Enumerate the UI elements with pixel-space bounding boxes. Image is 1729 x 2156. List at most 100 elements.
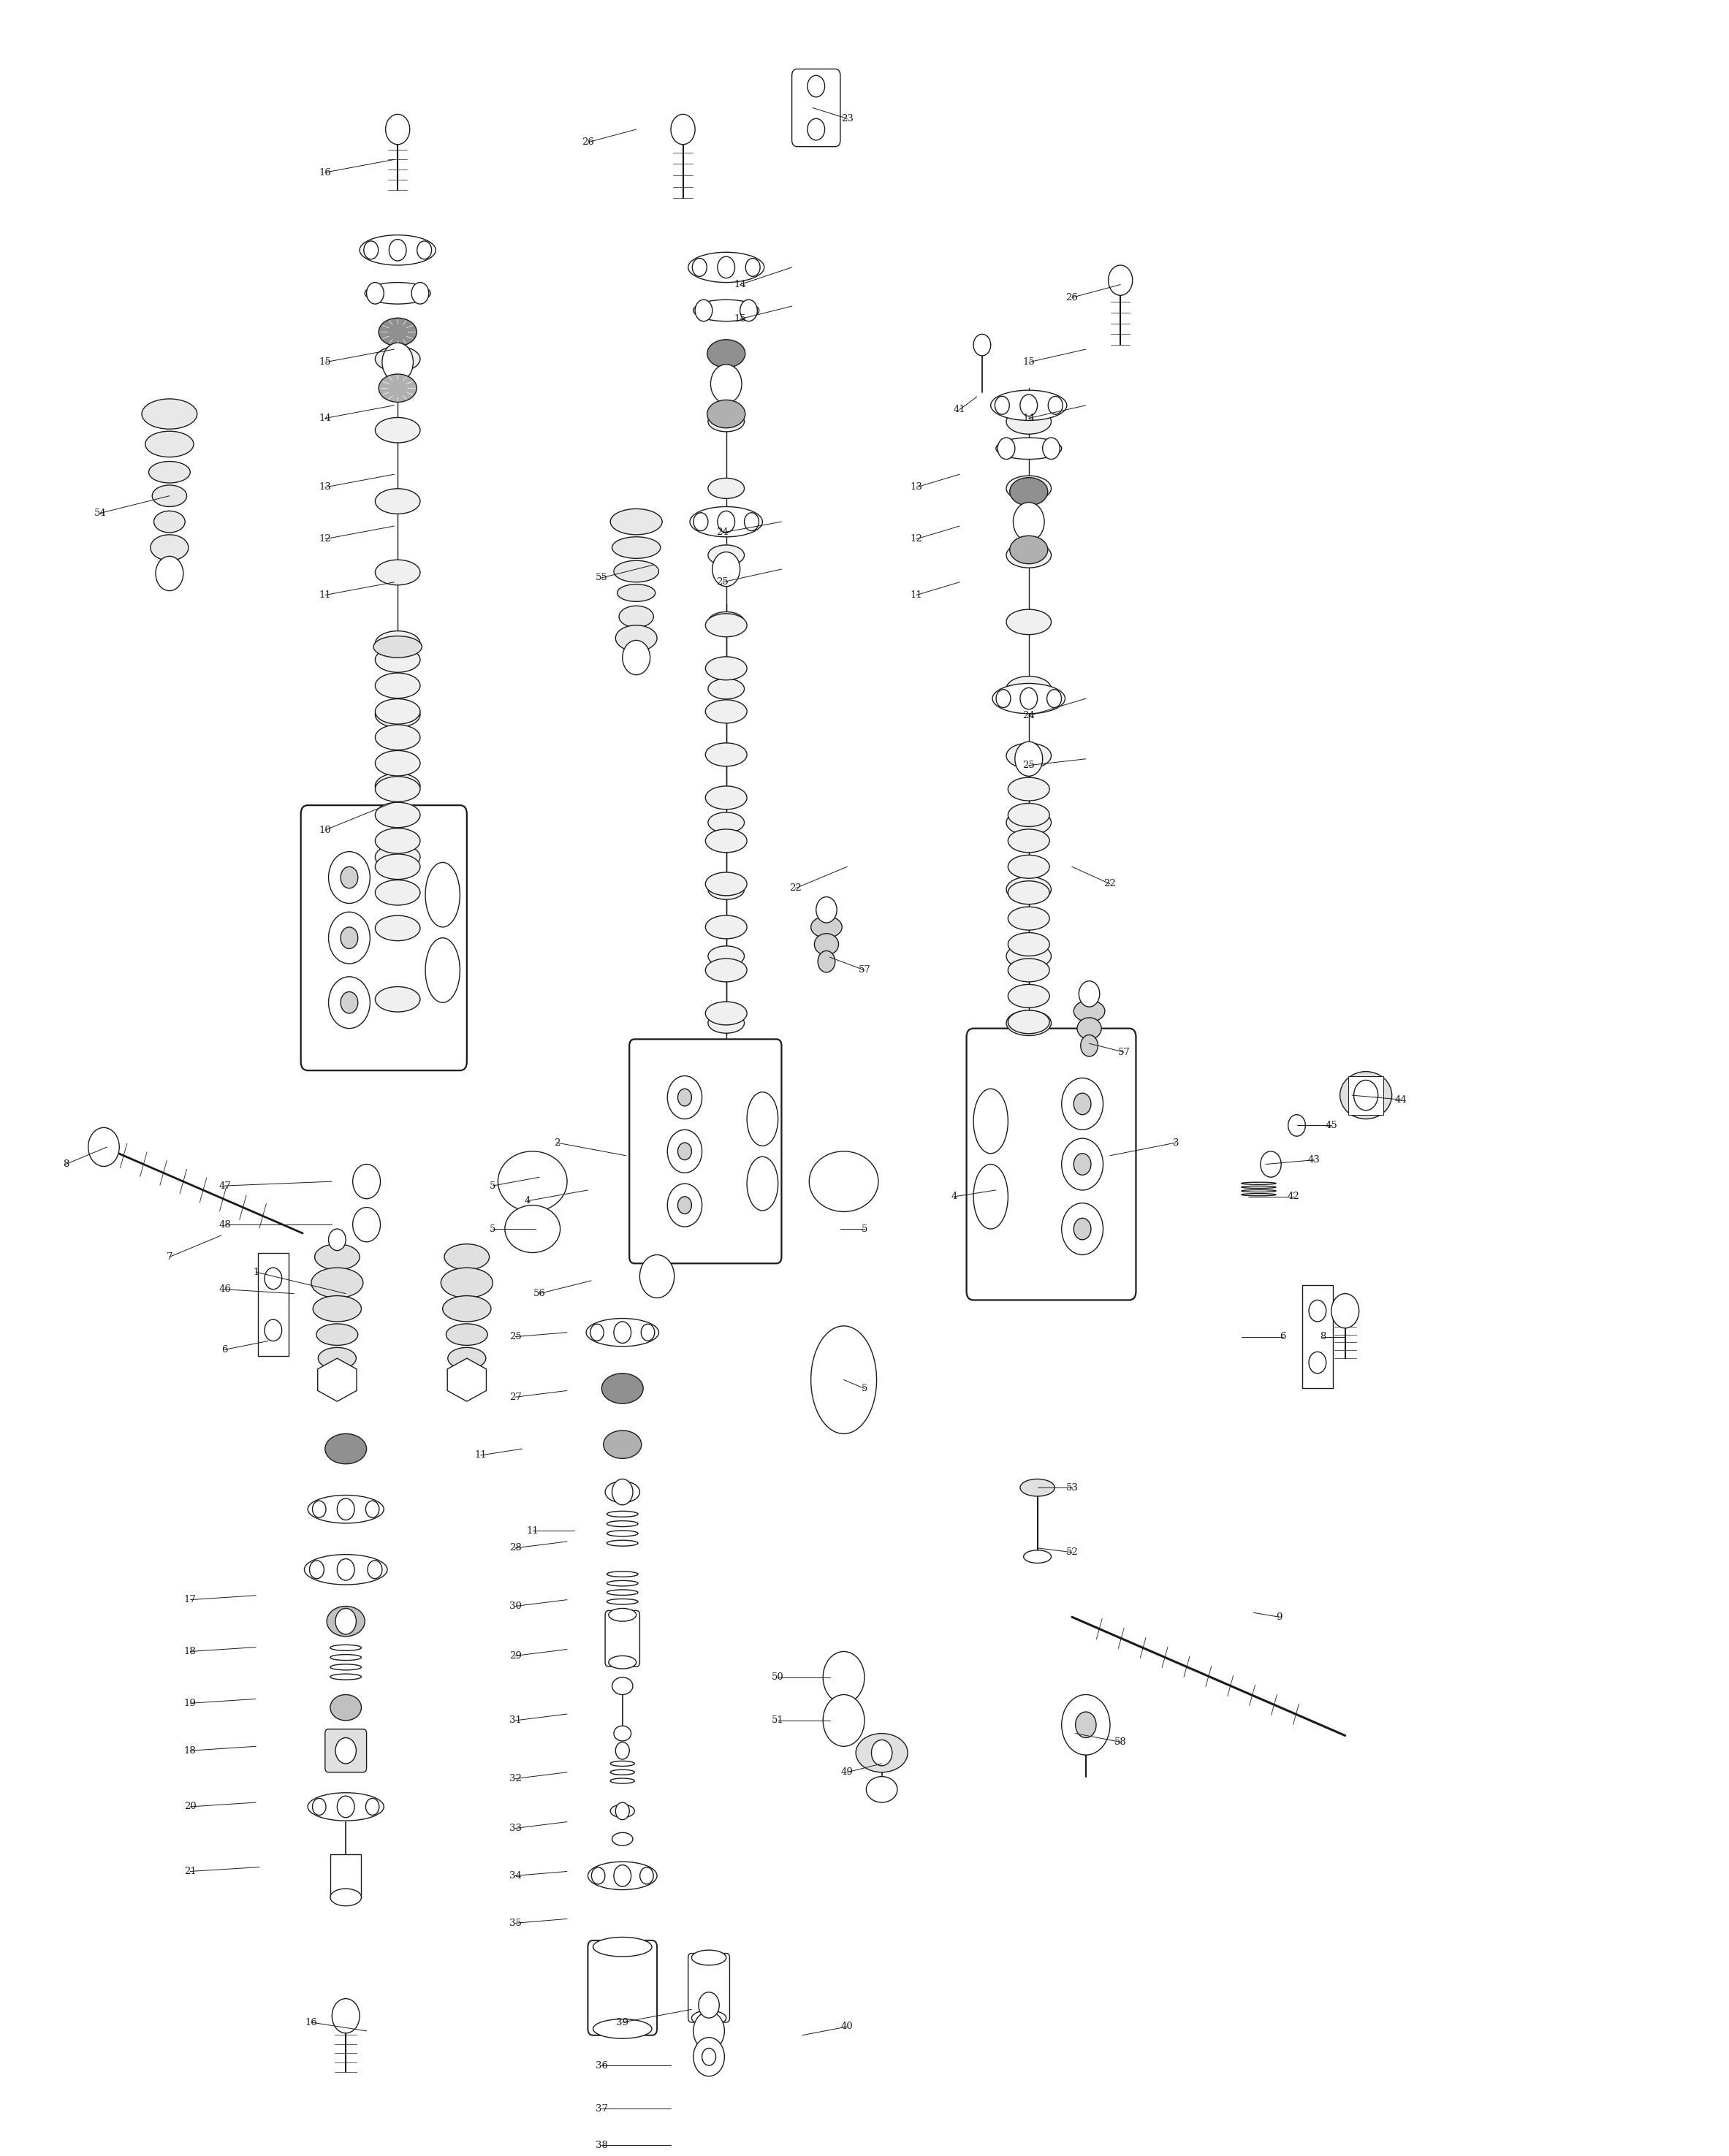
Ellipse shape bbox=[709, 946, 743, 966]
Text: 25: 25 bbox=[716, 578, 730, 586]
Ellipse shape bbox=[142, 399, 197, 429]
Text: 48: 48 bbox=[218, 1220, 232, 1229]
Polygon shape bbox=[318, 1358, 356, 1401]
Ellipse shape bbox=[1008, 856, 1050, 877]
Ellipse shape bbox=[330, 1664, 361, 1671]
Ellipse shape bbox=[330, 1645, 361, 1651]
Ellipse shape bbox=[991, 390, 1067, 420]
Text: 5: 5 bbox=[489, 1181, 496, 1190]
Ellipse shape bbox=[811, 916, 842, 938]
Ellipse shape bbox=[311, 1268, 363, 1298]
Text: 16: 16 bbox=[318, 168, 332, 177]
Ellipse shape bbox=[379, 375, 417, 403]
Ellipse shape bbox=[617, 584, 655, 602]
Ellipse shape bbox=[705, 658, 747, 679]
Circle shape bbox=[1260, 1151, 1281, 1177]
Circle shape bbox=[1074, 1093, 1091, 1115]
Text: 13: 13 bbox=[318, 483, 332, 492]
Ellipse shape bbox=[316, 1324, 358, 1345]
Ellipse shape bbox=[375, 418, 420, 442]
Ellipse shape bbox=[607, 1539, 638, 1546]
Text: 37: 37 bbox=[595, 2104, 609, 2113]
Ellipse shape bbox=[996, 438, 1062, 459]
Circle shape bbox=[329, 852, 370, 903]
Ellipse shape bbox=[996, 690, 1010, 707]
Circle shape bbox=[612, 1479, 633, 1505]
Ellipse shape bbox=[375, 750, 420, 776]
Ellipse shape bbox=[1010, 479, 1048, 507]
Circle shape bbox=[1013, 502, 1044, 541]
Ellipse shape bbox=[607, 1589, 638, 1595]
Ellipse shape bbox=[616, 625, 657, 651]
Circle shape bbox=[341, 992, 358, 1013]
Circle shape bbox=[353, 1164, 380, 1199]
Ellipse shape bbox=[367, 1501, 379, 1518]
Ellipse shape bbox=[1006, 476, 1051, 500]
Ellipse shape bbox=[705, 830, 747, 852]
Text: 50: 50 bbox=[771, 1673, 785, 1682]
Ellipse shape bbox=[446, 1324, 488, 1345]
Ellipse shape bbox=[330, 1673, 361, 1680]
Text: 47: 47 bbox=[218, 1181, 232, 1190]
Ellipse shape bbox=[619, 606, 654, 627]
Ellipse shape bbox=[375, 987, 420, 1011]
Text: 24: 24 bbox=[716, 528, 730, 537]
Circle shape bbox=[341, 927, 358, 949]
Ellipse shape bbox=[1074, 1000, 1105, 1022]
Ellipse shape bbox=[375, 673, 420, 699]
Ellipse shape bbox=[1006, 410, 1051, 433]
Ellipse shape bbox=[1010, 537, 1048, 565]
Circle shape bbox=[718, 257, 735, 278]
Ellipse shape bbox=[1008, 1011, 1050, 1033]
Ellipse shape bbox=[375, 647, 420, 673]
Text: 14: 14 bbox=[1022, 414, 1036, 423]
Ellipse shape bbox=[610, 1805, 635, 1818]
Text: 6: 6 bbox=[221, 1345, 228, 1354]
Ellipse shape bbox=[1008, 908, 1050, 929]
Ellipse shape bbox=[1081, 1035, 1098, 1056]
Text: 4: 4 bbox=[951, 1192, 958, 1201]
Text: 32: 32 bbox=[508, 1774, 522, 1783]
Text: 38: 38 bbox=[595, 2141, 609, 2150]
Circle shape bbox=[1062, 1078, 1103, 1130]
Ellipse shape bbox=[375, 776, 420, 802]
Ellipse shape bbox=[154, 511, 185, 533]
Circle shape bbox=[1079, 981, 1100, 1007]
Text: 51: 51 bbox=[771, 1716, 785, 1725]
Ellipse shape bbox=[152, 485, 187, 507]
Circle shape bbox=[329, 1229, 346, 1250]
Ellipse shape bbox=[367, 1798, 379, 1815]
Ellipse shape bbox=[1006, 877, 1051, 901]
Circle shape bbox=[712, 552, 740, 586]
Circle shape bbox=[973, 334, 991, 356]
Ellipse shape bbox=[745, 259, 761, 276]
Text: 54: 54 bbox=[93, 509, 107, 517]
Ellipse shape bbox=[692, 1949, 726, 1966]
Ellipse shape bbox=[1340, 1072, 1392, 1119]
Bar bbox=[1302, 1285, 1333, 1388]
Ellipse shape bbox=[363, 241, 379, 259]
Ellipse shape bbox=[425, 938, 460, 1003]
Ellipse shape bbox=[1008, 830, 1050, 852]
Ellipse shape bbox=[590, 1324, 603, 1341]
Circle shape bbox=[341, 867, 358, 888]
Text: 56: 56 bbox=[533, 1289, 546, 1298]
Ellipse shape bbox=[709, 1013, 743, 1033]
Ellipse shape bbox=[973, 1164, 1008, 1229]
Circle shape bbox=[622, 640, 650, 675]
Ellipse shape bbox=[1241, 1194, 1276, 1197]
Circle shape bbox=[823, 1695, 864, 1746]
Ellipse shape bbox=[705, 744, 747, 765]
Text: 1: 1 bbox=[252, 1268, 259, 1276]
Ellipse shape bbox=[705, 701, 747, 722]
Ellipse shape bbox=[373, 636, 422, 658]
Text: 45: 45 bbox=[1324, 1121, 1338, 1130]
Text: 57: 57 bbox=[1117, 1048, 1131, 1056]
Ellipse shape bbox=[379, 319, 417, 347]
Circle shape bbox=[1075, 1712, 1096, 1738]
Circle shape bbox=[1020, 688, 1037, 709]
Ellipse shape bbox=[441, 1268, 493, 1298]
Text: 26: 26 bbox=[1065, 293, 1079, 302]
Ellipse shape bbox=[448, 1348, 486, 1369]
Ellipse shape bbox=[707, 399, 745, 427]
